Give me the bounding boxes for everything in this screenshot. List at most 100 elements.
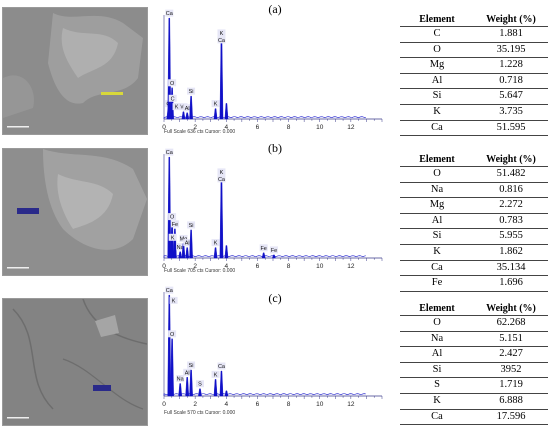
spectrum-peak — [213, 247, 218, 259]
spectrum-peak — [173, 228, 177, 259]
peak-label-bg — [176, 243, 185, 251]
x-tick-label: 6 — [256, 401, 260, 408]
spectrum-baseline — [163, 116, 366, 119]
element-cell: Si — [400, 228, 474, 245]
peak-label: S — [198, 382, 202, 388]
panel-label-a: (a) — [268, 2, 282, 16]
peak-label-bg — [217, 29, 226, 37]
weight-cell: 51.595 — [474, 119, 548, 137]
element-cell: Al — [400, 72, 474, 89]
composition-table-b: Element Weight (%) O 51.482 Na 0.816 Mg 2.272… — [400, 154, 548, 292]
spectrum-peak — [219, 176, 224, 259]
sem-image-c — [2, 298, 148, 426]
peak-label-bg — [211, 100, 220, 108]
sem-image-a — [2, 7, 148, 135]
table-header-element: Element — [419, 14, 455, 25]
spectrum-peak — [185, 247, 190, 259]
peak-label-bg — [168, 213, 177, 221]
peak-label: K — [214, 372, 218, 378]
peak-label-bg — [259, 244, 268, 252]
element-cell: C — [400, 26, 474, 43]
spectrum-peak — [213, 108, 218, 120]
spectrum-peak — [178, 383, 183, 397]
x-tick-label: 4 — [224, 124, 228, 131]
weight-cell: 0.816 — [474, 181, 548, 198]
table-header-weight: Weight (%) — [486, 154, 536, 165]
spectrum-peak — [219, 370, 224, 397]
element-cell: Na — [400, 181, 474, 198]
weight-cell: 1.696 — [474, 275, 548, 292]
x-tick-label: 10 — [316, 263, 324, 270]
peak-label-bg — [187, 87, 196, 95]
x-tick-label: 6 — [256, 124, 260, 131]
panel-label-b: (b) — [268, 141, 282, 155]
sem-image-b — [2, 148, 148, 276]
element-cell: Na — [400, 330, 474, 347]
peak-label: Fe — [260, 246, 266, 252]
element-cell: Mg — [400, 57, 474, 74]
element-cell: K — [400, 243, 474, 261]
spectrum-caption-c: Full Scale 570 cts Cursor: 0.000 — [164, 410, 236, 416]
peak-label: K — [214, 102, 218, 108]
peak-label-bg — [183, 239, 192, 247]
peak-label: Fe — [172, 222, 178, 228]
peak-label-bg — [269, 246, 278, 254]
table-row: Ca 51.595 — [400, 119, 548, 137]
peak-label: Ca — [218, 364, 226, 370]
element-cell: O — [400, 166, 474, 183]
peak-label-bg — [217, 362, 226, 370]
peak-label-bg — [217, 168, 226, 176]
weight-cell: 1.719 — [474, 377, 548, 394]
element-cell: Al — [400, 212, 474, 229]
element-cell: O — [400, 41, 474, 58]
weight-cell: 51.482 — [474, 166, 548, 183]
peak-label: Ca — [166, 150, 174, 156]
table-row: S 1.719 — [400, 377, 548, 394]
peak-label: Al — [185, 241, 190, 247]
peak-label: Si — [189, 223, 194, 229]
spectrum-peak — [178, 251, 183, 259]
weight-cell: 3.735 — [474, 103, 548, 121]
element-cell: Si — [400, 361, 474, 378]
element-cell: Ca — [400, 259, 474, 276]
peak-label: Si — [189, 89, 194, 95]
x-tick-label: 4 — [224, 401, 228, 408]
peak-label: Na — [177, 377, 185, 383]
table-header-weight: Weight (%) — [486, 303, 536, 314]
table-row: Na 5.151 — [400, 330, 548, 347]
peak-label-bg — [170, 220, 179, 228]
peak-label: K — [175, 105, 179, 111]
x-tick-label: 12 — [347, 263, 355, 270]
weight-cell: 2.272 — [474, 197, 548, 214]
table-row: Mg 1.228 — [400, 57, 548, 74]
peak-label: Ca — [218, 177, 226, 183]
x-tick-label: 2 — [193, 124, 197, 131]
table-row: Ca 35.134 — [400, 259, 548, 276]
table-row: K 1.862 — [400, 243, 548, 261]
element-cell: Mg — [400, 197, 474, 214]
spectrum-peak — [213, 379, 218, 397]
peak-label-bg — [168, 233, 177, 241]
spectrum-peak — [167, 156, 172, 259]
peak-label-bg — [169, 296, 178, 304]
spectrum-peak — [272, 254, 276, 259]
table-header-element: Element — [419, 154, 455, 165]
composition-table-a: Element Weight (%) C 1.881 O 35.195 Mg 1.228 A… — [400, 14, 548, 137]
peak-label-bg — [168, 330, 177, 338]
spectrum-peak — [224, 245, 229, 259]
element-cell: K — [400, 103, 474, 121]
weight-cell: 1.881 — [474, 26, 548, 43]
peak-label-bg — [183, 368, 192, 376]
peak-label-bg — [165, 148, 174, 156]
peak-label-bg — [172, 103, 181, 111]
eds-spectrum-a: 024681012CCaOMgAlSiKKCaKC — [154, 9, 386, 143]
table-row: Na 0.816 — [400, 181, 548, 198]
peak-label: K — [220, 170, 224, 176]
peak-label-bg — [211, 239, 220, 247]
weight-cell: 2.427 — [474, 346, 548, 363]
peak-label-bg — [179, 234, 188, 242]
peak-label-bg — [165, 9, 174, 17]
peak-label: Ca — [218, 38, 226, 44]
table-row: C 1.881 — [400, 26, 548, 43]
element-cell: O — [400, 315, 474, 332]
